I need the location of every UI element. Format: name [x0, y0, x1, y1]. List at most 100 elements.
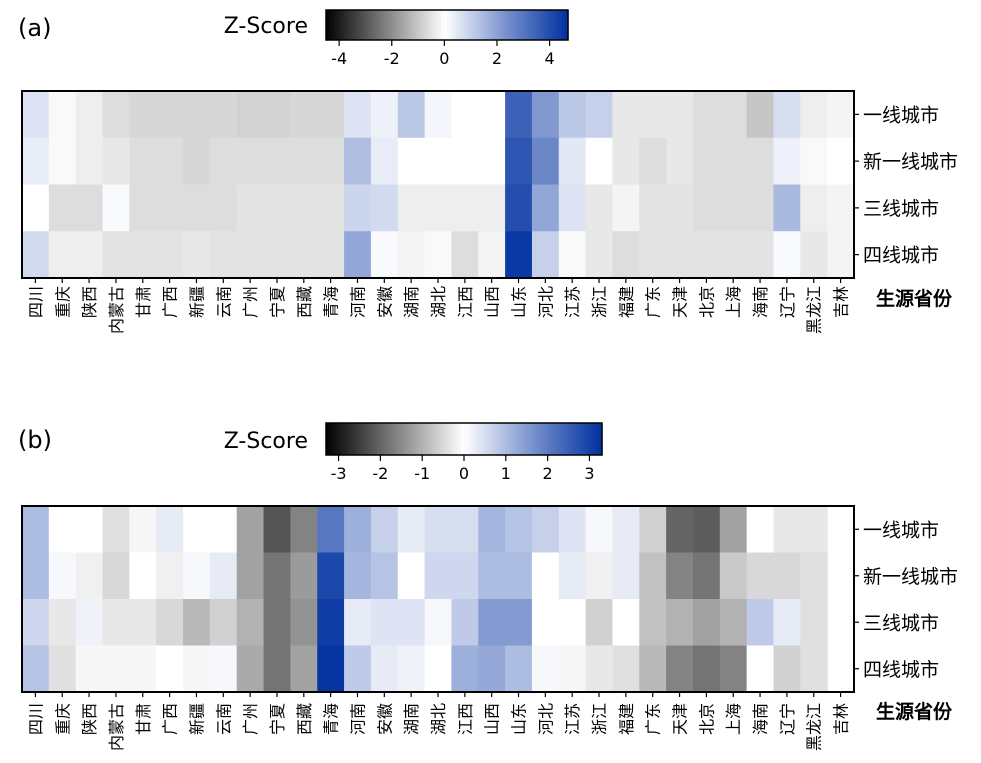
heatmap-cell — [156, 91, 184, 139]
colorbar-segment — [543, 10, 548, 40]
heatmap-cell — [505, 552, 533, 600]
colorbar-segment — [405, 423, 410, 455]
heatmap-cell — [290, 231, 318, 279]
heatmap-cell — [129, 552, 157, 600]
colorbar-segment — [459, 10, 463, 40]
heatmap-cell — [183, 231, 211, 279]
heatmap-cell — [827, 184, 855, 232]
colorbar-segment — [495, 423, 500, 455]
colorbar-segment — [425, 10, 430, 40]
column-label: 山西 — [483, 286, 502, 318]
heatmap-cell — [236, 91, 265, 139]
heatmap-cell — [48, 645, 77, 693]
colorbar-tick-label: 0 — [439, 49, 449, 68]
heatmap-cell — [48, 137, 77, 185]
column-label: 安徽 — [375, 286, 394, 318]
colorbar-segment — [549, 10, 554, 40]
heatmap-cell — [156, 599, 184, 646]
heatmap-cell — [22, 599, 50, 646]
colorbar-segment — [350, 10, 354, 40]
colorbar-tick-label: 2 — [492, 49, 502, 68]
heatmap-cell — [263, 231, 291, 279]
heatmap-cell — [666, 91, 694, 139]
heatmap-cell — [585, 91, 613, 139]
heatmap-cell — [263, 91, 291, 139]
heatmap-cell — [639, 552, 667, 600]
column-label: 宁夏 — [268, 703, 287, 735]
heatmap-cell — [451, 599, 479, 646]
heatmap-cell — [48, 552, 77, 600]
colorbar-segment — [404, 10, 409, 40]
column-label: 宁夏 — [268, 286, 287, 318]
column-label: 内蒙古 — [107, 286, 126, 334]
column-label: 湖南 — [402, 286, 421, 318]
column-label: 甘肃 — [134, 703, 153, 735]
colorbar-segment — [489, 10, 493, 40]
column-label: 四川 — [26, 703, 45, 735]
heatmap-cell — [585, 599, 613, 646]
heatmap-cell — [666, 506, 694, 553]
colorbar-segment — [407, 10, 412, 40]
heatmap-cell — [531, 231, 560, 279]
colorbar-segment — [546, 423, 551, 455]
colorbar-segment — [510, 10, 515, 40]
heatmap-cell — [451, 231, 479, 279]
colorbar-segment — [591, 423, 596, 455]
heatmap-cell — [317, 231, 345, 279]
heatmap-cell — [531, 645, 560, 693]
heatmap-cell — [344, 184, 372, 232]
colorbar-segment — [515, 423, 520, 455]
heatmap-cell — [800, 184, 828, 232]
heatmap-cell — [531, 552, 560, 600]
heatmap-cell — [531, 137, 560, 185]
colorbar-segment — [498, 423, 503, 455]
heatmap-cell — [478, 552, 506, 600]
colorbar-segment — [356, 10, 360, 40]
colorbar-segment — [492, 10, 496, 40]
row-label: 新一线城市 — [863, 566, 958, 588]
column-label: 湖北 — [429, 286, 448, 318]
colorbar-segment — [386, 10, 391, 40]
heatmap-cell — [478, 91, 506, 139]
column-label: 青海 — [322, 703, 341, 735]
colorbar-segment — [528, 10, 533, 40]
colorbar-segment — [581, 423, 586, 455]
heatmap-cell — [612, 91, 640, 139]
heatmap-cell — [344, 599, 372, 646]
heatmap-cell — [209, 645, 238, 693]
heatmap-cell — [22, 91, 50, 139]
column-label: 辽宁 — [778, 286, 797, 318]
colorbar-segment — [481, 423, 486, 455]
heatmap-cell — [612, 184, 640, 232]
heatmap-cell — [800, 137, 828, 185]
heatmap-cell — [75, 231, 104, 279]
column-label: 吉林 — [832, 286, 851, 318]
colorbar-segment — [374, 423, 379, 455]
heatmap-cell — [290, 599, 318, 646]
colorbar-segment — [546, 10, 551, 40]
column-label: 西藏 — [295, 703, 314, 735]
colorbar-segment — [560, 423, 565, 455]
column-label: 江西 — [456, 703, 475, 735]
column-label: 吉林 — [832, 703, 851, 735]
heatmap-cell — [263, 552, 291, 600]
heatmap-cell — [478, 184, 506, 232]
colorbar-segment — [347, 10, 351, 40]
heatmap-cell — [290, 137, 318, 185]
heatmap-cell — [800, 231, 828, 279]
colorbar-segment — [522, 423, 527, 455]
heatmap-cell — [773, 552, 801, 600]
column-label: 内蒙古 — [107, 703, 126, 751]
colorbar-segment — [338, 10, 342, 40]
heatmap-panel: (b) Z-Score -3 -2 -1 0 1 2 3 一线城市新一线城市三线城市四线城市四川重… — [18, 422, 958, 751]
colorbar-segment — [370, 423, 375, 455]
heatmap-cell — [183, 506, 211, 553]
column-label: 西藏 — [295, 286, 314, 318]
colorbar-segment — [362, 10, 366, 40]
colorbar-segment — [529, 423, 534, 455]
heatmap-cell — [370, 506, 399, 553]
heatmap-cell — [639, 599, 667, 646]
heatmap-cell — [558, 599, 587, 646]
heatmap-cell — [478, 506, 506, 553]
